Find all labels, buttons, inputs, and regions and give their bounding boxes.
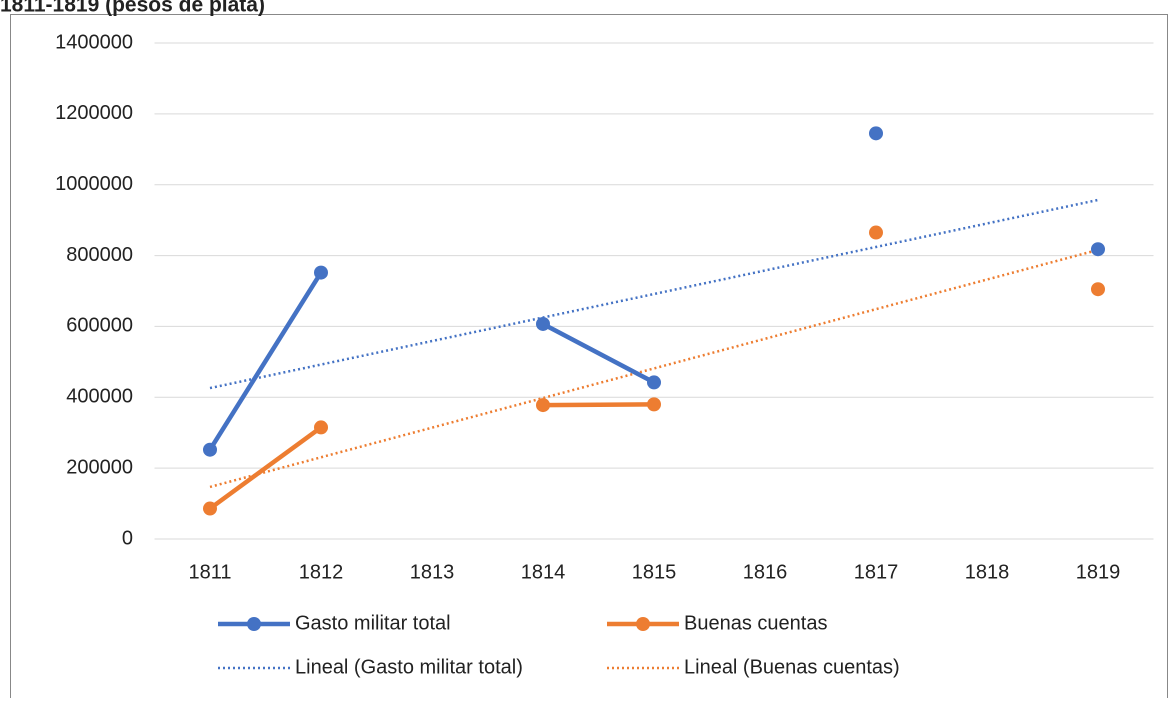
chart-border	[10, 14, 1168, 703]
trendline	[209, 198, 1099, 390]
marker	[1091, 242, 1105, 257]
chart-title: 1811-1819 (pesos de plata)	[0, 0, 265, 17]
y-tick-label: 1400000	[55, 31, 133, 53]
marker	[314, 265, 328, 280]
y-tick-label: 1000000	[55, 173, 133, 195]
x-tick-label: 1814	[521, 561, 566, 583]
margin	[0, 0, 10, 14]
x-tick-label: 1811	[188, 561, 231, 583]
x-tick-label: 1819	[1076, 561, 1121, 583]
legend-label: Lineal (Buenas cuentas)	[684, 656, 900, 678]
marker	[536, 316, 550, 331]
marker	[314, 420, 328, 435]
y-tick-label: 0	[122, 527, 133, 549]
x-tick-label: 1813	[410, 561, 455, 583]
marker	[1091, 282, 1105, 297]
y-tick-label: 800000	[66, 244, 133, 266]
x-tick-label: 1817	[854, 561, 899, 583]
plot	[203, 126, 1105, 516]
x-tick-label: 1812	[299, 561, 344, 583]
marker	[203, 501, 217, 516]
marker	[536, 398, 550, 413]
marker	[869, 225, 883, 240]
marker	[203, 442, 217, 457]
marker	[869, 126, 883, 141]
y-tick-label: 600000	[66, 315, 133, 337]
y-tick-label: 200000	[66, 456, 133, 478]
x-tick-label: 1818	[965, 561, 1010, 583]
x-tick-label: 1816	[743, 561, 788, 583]
legend-label: Lineal (Gasto militar total)	[295, 656, 523, 678]
legend-marker	[247, 617, 261, 631]
marker	[647, 375, 661, 390]
y-tick-label: 400000	[66, 386, 133, 408]
legend-marker	[636, 617, 650, 631]
x-tick-label: 1815	[632, 561, 677, 583]
legend-label: Buenas cuentas	[684, 612, 827, 634]
trendline	[209, 248, 1099, 489]
marker	[647, 397, 661, 412]
y-tick-label: 1200000	[55, 102, 133, 124]
legend-label: Gasto militar total	[295, 612, 451, 634]
grid	[154, 42, 1154, 540]
